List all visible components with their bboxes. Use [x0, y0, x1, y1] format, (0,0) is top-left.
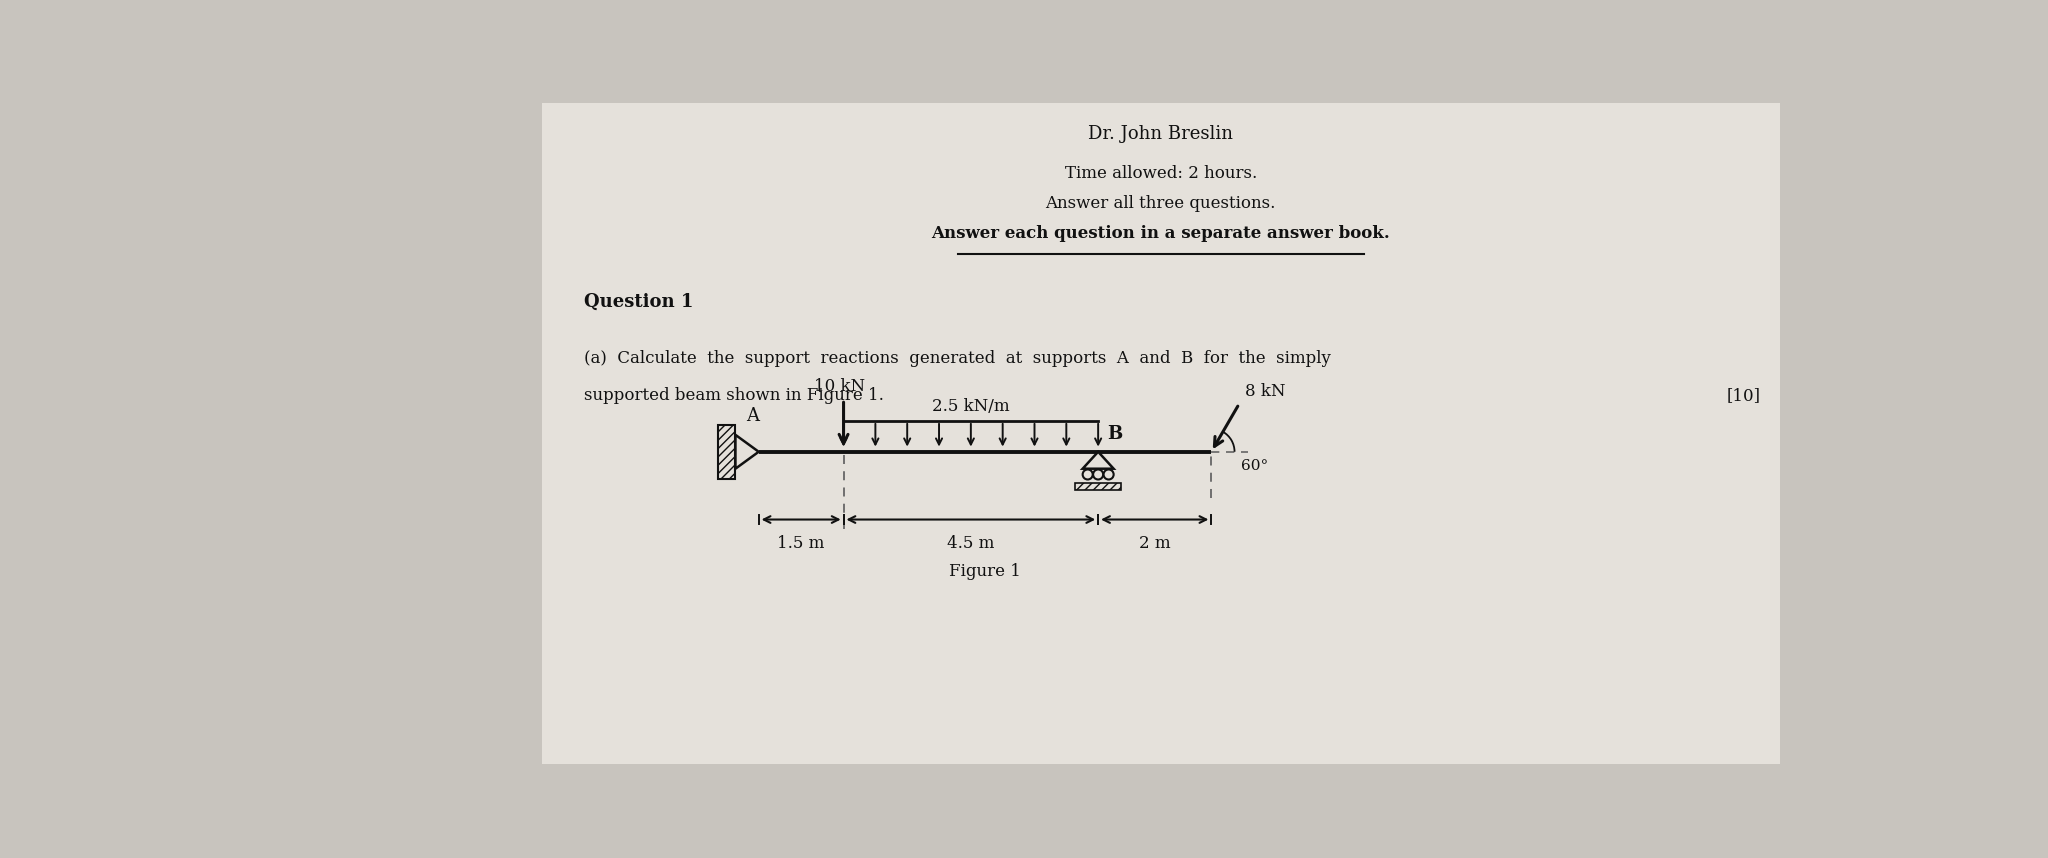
Text: (a)  Calculate  the  support  reactions  generated  at  supports  A  and  B  for: (a) Calculate the support reactions gene… — [584, 350, 1331, 367]
Circle shape — [1094, 469, 1104, 480]
Bar — [1075, 482, 1122, 490]
Bar — [719, 425, 735, 479]
Polygon shape — [1083, 452, 1114, 468]
Text: 2 m: 2 m — [1139, 535, 1171, 552]
Text: A: A — [745, 407, 760, 425]
Text: 8 kN: 8 kN — [1245, 383, 1286, 400]
Text: Figure 1: Figure 1 — [948, 564, 1022, 580]
Text: Answer each question in a separate answer book.: Answer each question in a separate answe… — [932, 225, 1391, 242]
Text: Dr. John Breslin: Dr. John Breslin — [1087, 124, 1233, 142]
Text: 60°: 60° — [1241, 459, 1268, 473]
Bar — [541, 103, 1780, 764]
Text: B: B — [1108, 425, 1122, 443]
Text: [10]: [10] — [1726, 387, 1761, 404]
Text: Time allowed: 2 hours.: Time allowed: 2 hours. — [1065, 165, 1257, 182]
Text: Question 1: Question 1 — [584, 293, 694, 311]
Text: 2.5 kN/m: 2.5 kN/m — [932, 398, 1010, 414]
Text: 1.5 m: 1.5 m — [778, 535, 825, 552]
Polygon shape — [735, 435, 758, 468]
Circle shape — [1104, 469, 1114, 480]
Circle shape — [1083, 469, 1094, 480]
Text: 4.5 m: 4.5 m — [946, 535, 995, 552]
Text: Answer all three questions.: Answer all three questions. — [1047, 196, 1276, 213]
Text: supported beam shown in Figure 1.: supported beam shown in Figure 1. — [584, 387, 885, 404]
Text: 10 kN: 10 kN — [815, 378, 864, 395]
